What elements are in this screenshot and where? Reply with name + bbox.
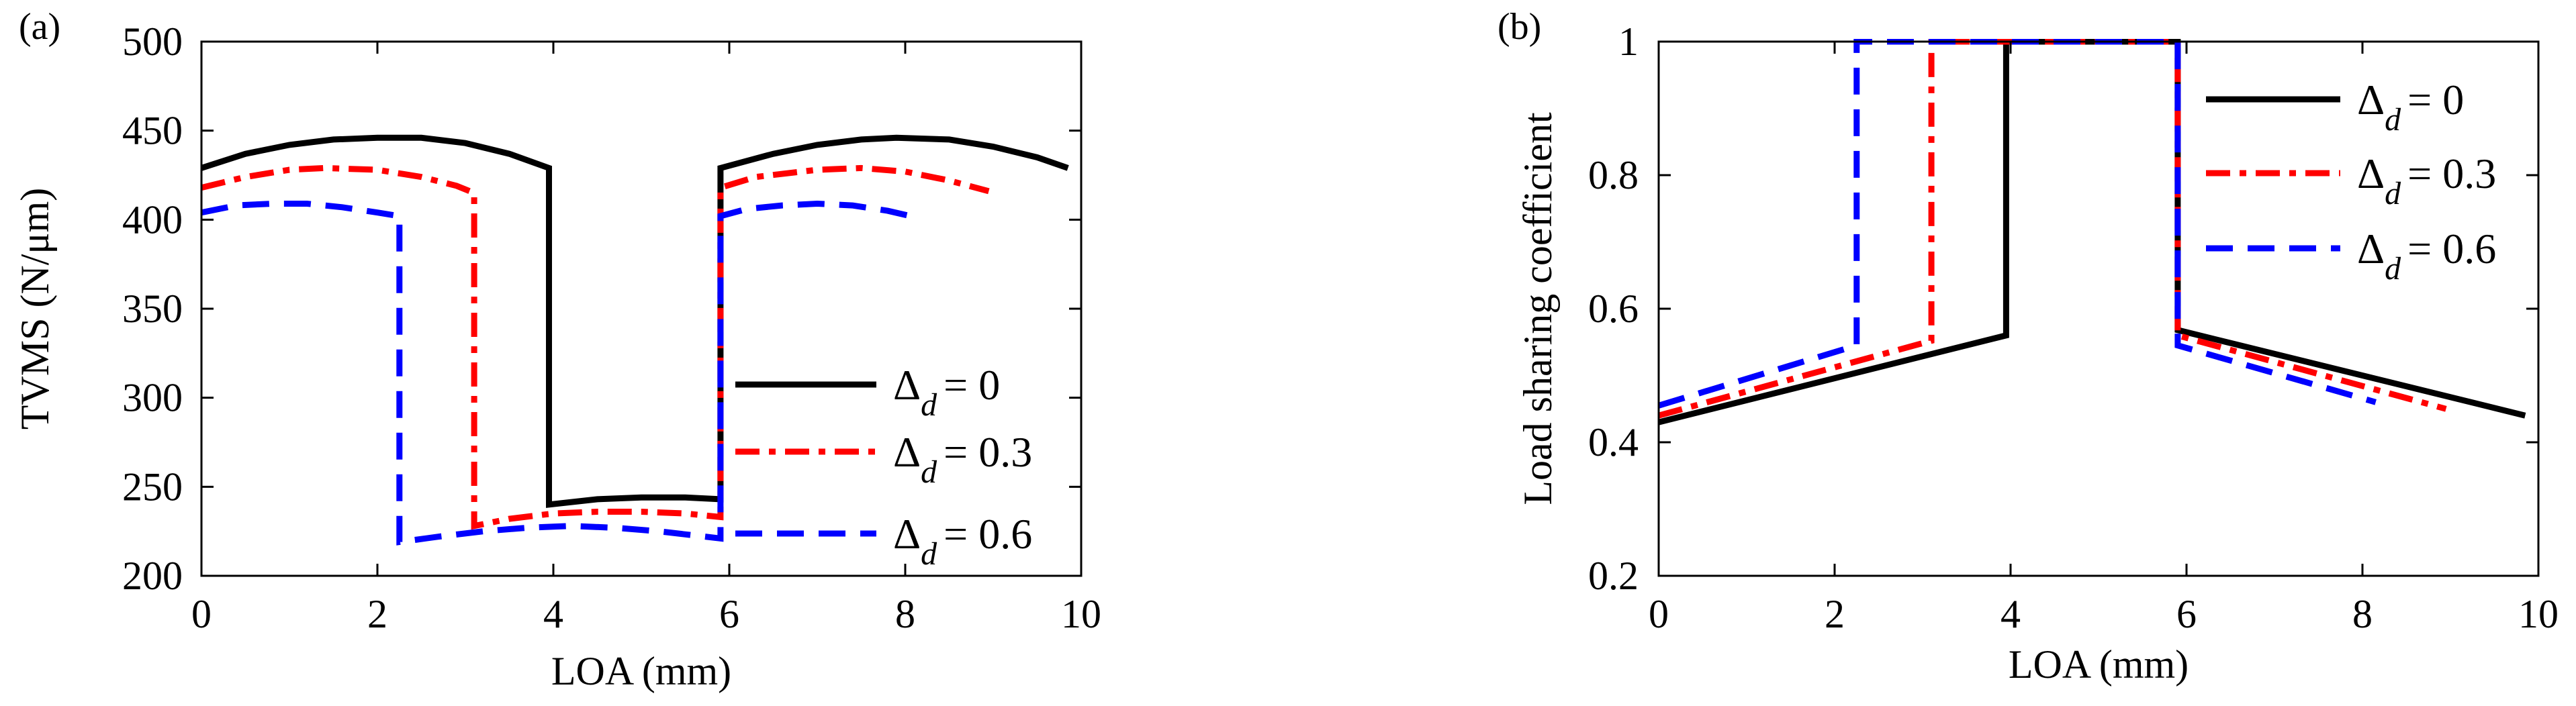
x-tick-label: 0 — [1649, 592, 1669, 636]
y-tick-label: 1 — [1618, 19, 1639, 64]
legend-value: = 0 — [2407, 76, 2464, 123]
legend-value: = 0 — [944, 361, 1000, 409]
panel-label: (a) — [19, 6, 60, 48]
legend-subscript: d — [2385, 102, 2401, 138]
x-tick-label: 10 — [2518, 592, 2559, 636]
panel-label: (b) — [1498, 6, 1541, 48]
legend: Δd = 0Δd = 0.3Δd = 0.6 — [735, 361, 1032, 572]
y-tick-label: 350 — [122, 287, 183, 331]
legend-delta: Δ — [893, 428, 921, 476]
y-tick-label: 450 — [122, 109, 183, 153]
x-tick-label: 2 — [367, 592, 387, 636]
y-tick-label: 300 — [122, 376, 183, 420]
legend-delta: Δ — [893, 361, 921, 409]
legend-delta: Δ — [893, 510, 921, 558]
y-tick-label: 0.2 — [1588, 554, 1639, 598]
chart-panel-b: 0 2 4 6 8 10 0.2 0.4 0.6 0.8 1 LOA (mm) Load sharing… — [1498, 6, 2559, 687]
series-line-1 — [201, 164, 990, 530]
x-axis-label: LOA (mm) — [551, 649, 731, 693]
legend-delta: Δ — [2357, 225, 2385, 272]
legend-value: = 0.3 — [2407, 150, 2496, 197]
legend-value: = 0.6 — [2407, 225, 2496, 272]
legend-subscript: d — [921, 536, 937, 572]
y-axis-label: Load sharing coefficient — [1516, 112, 1560, 505]
legend-subscript: d — [921, 387, 937, 423]
legend-subscript: d — [921, 454, 937, 490]
legend-delta: Δ — [2357, 150, 2385, 197]
legend-entry-1: Δd = 0.3 — [2357, 150, 2496, 211]
legend-subscript: d — [2385, 176, 2401, 211]
x-tick-label: 4 — [2000, 592, 2021, 636]
legend-delta: Δ — [2357, 76, 2385, 123]
legend-value: = 0.3 — [944, 428, 1032, 476]
y-tick-label: 0.4 — [1588, 420, 1639, 464]
x-tick-label: 6 — [2176, 592, 2197, 636]
legend-entry-0: Δd = 0 — [893, 361, 1000, 423]
x-tick-label: 6 — [719, 592, 739, 636]
y-tick-label: 500 — [122, 19, 183, 64]
legend: Δd = 0Δd = 0.3Δd = 0.6 — [2206, 76, 2496, 287]
x-tick-label: 8 — [895, 592, 915, 636]
y-axis-label: TVMS (N/μm) — [13, 188, 57, 430]
y-tick-label: 250 — [122, 464, 183, 509]
x-tick-label: 2 — [1825, 592, 1845, 636]
chart-panel-a: 0 2 4 6 8 10 200 250 300 350 400 450 500 LOA (mm) TVMS… — [13, 6, 1101, 693]
x-tick-label: 8 — [2352, 592, 2373, 636]
axes-box — [1657, 40, 2540, 577]
legend-entry-1: Δd = 0.3 — [893, 428, 1032, 490]
x-tick-label: 0 — [191, 592, 212, 636]
series-line-2 — [201, 200, 919, 546]
legend-entry-2: Δd = 0.6 — [2357, 225, 2496, 287]
x-axis-label: LOA (mm) — [2009, 642, 2189, 687]
y-tick-label: 0.8 — [1588, 153, 1639, 197]
legend-entry-2: Δd = 0.6 — [893, 510, 1032, 572]
series-line-0 — [201, 134, 1069, 508]
y-tick-label: 400 — [122, 197, 183, 242]
x-tick-label: 10 — [1061, 592, 1101, 636]
x-tick-label: 4 — [543, 592, 563, 636]
y-tick-label: 0.6 — [1588, 287, 1639, 331]
y-tick-label: 200 — [122, 554, 183, 598]
legend-entry-0: Δd = 0 — [2357, 76, 2464, 138]
legend-value: = 0.6 — [944, 510, 1032, 558]
legend-subscript: d — [2385, 251, 2401, 287]
